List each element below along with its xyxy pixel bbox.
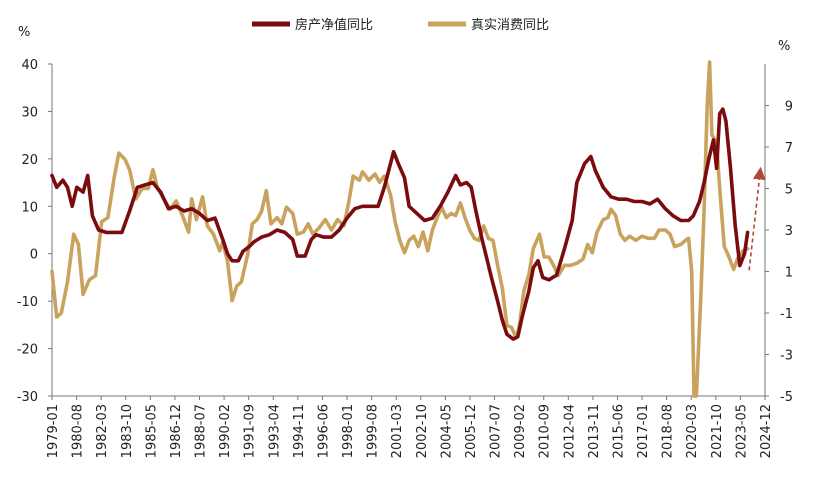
x-tick-label: 1991-09 [243,404,258,458]
legend-label: 房产净值同比 [295,17,373,33]
left-tick-label: -10 [17,295,38,310]
x-tick-label: 2024-12 [759,404,774,458]
x-tick-label: 2015-06 [611,404,626,458]
left-axis-unit: % [18,25,30,40]
trend-arrow [748,166,766,271]
x-tick-label: 2021-10 [710,404,725,458]
left-tick-label: -30 [17,390,38,405]
x-tick-label: 1999-08 [366,404,381,458]
x-tick-label: 1985-05 [144,404,159,458]
legend: 房产净值同比 真实消费同比 [252,17,549,33]
x-tick-label: 2009-02 [513,404,528,458]
x-tick-label: 2018-08 [661,404,676,458]
x-tick-label: 2020-03 [685,404,700,458]
right-tick-label: -1 [780,307,793,322]
right-tick-label: 5 [785,183,793,198]
left-tick-label: 0 [30,248,38,263]
x-tick-label: 1979-01 [46,404,61,458]
right-tick-label: -5 [780,390,793,405]
right-tick-label: 9 [785,100,793,115]
x-tick-label: 2017-01 [636,404,651,458]
x-tick-label: 1988-07 [194,404,209,458]
trend-arrow-line [748,166,766,271]
x-tick-label: 1998-01 [341,404,356,458]
x-tick-label: 1980-08 [71,404,86,458]
x-tick-label: 1996-06 [316,404,331,458]
x-tick-label: 1986-12 [169,404,184,458]
right-tick-label: 7 [785,141,793,156]
x-tick-label: 2004-05 [439,404,454,458]
x-tick-label: 2007-07 [489,404,504,458]
series-lines [50,60,750,398]
left-tick-label: 10 [21,200,38,215]
right-tick-label: 1 [785,266,793,281]
right-axis-unit: % [778,39,790,54]
left-tick-label: -20 [17,343,38,358]
x-tick-label: 1994-11 [292,404,307,458]
left-tick-label: 20 [21,153,38,168]
x-tick-label: 2012-04 [562,404,577,458]
x-tick-label: 2002-10 [415,404,430,458]
series-line-house-equity [50,107,750,341]
x-tick-label: 2013-11 [587,404,602,458]
left-tick-label: 40 [21,58,38,73]
x-tick-label: 1990-02 [218,404,233,458]
right-tick-label: -3 [780,349,793,364]
x-tick-label: 2010-09 [538,404,553,458]
x-tick-label: 1982-03 [95,404,110,458]
left-tick-label: 30 [21,105,38,120]
x-tick-label: 1983-10 [120,404,135,458]
x-tick-label: 2005-12 [464,404,479,458]
x-tick-label: 2023-05 [734,404,749,458]
legend-label: 真实消费同比 [471,18,549,33]
right-tick-label: 3 [785,224,793,239]
axes: -30 -20 -10 0 10 20 30 40 -5 -3 -1 1 3 5 7 9 1979-01 1980… [17,58,793,458]
series-line-real-consumption [50,60,750,398]
x-tick-label: 1993-04 [267,404,282,458]
x-tick-label: 2001-03 [390,404,405,458]
